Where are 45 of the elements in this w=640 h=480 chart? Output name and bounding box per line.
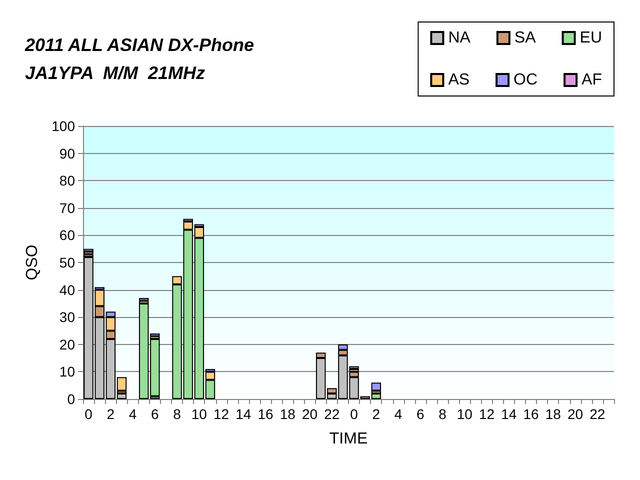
x-tick-label: 0 bbox=[350, 406, 358, 422]
x-tick-label: 12 bbox=[213, 406, 230, 422]
y-axis-title: QSO bbox=[24, 244, 42, 280]
x-tick-label: 14 bbox=[501, 406, 517, 422]
y-tick-label: 60 bbox=[59, 227, 76, 244]
x-tick-label: 10 bbox=[456, 406, 473, 422]
y-tick-label: 90 bbox=[59, 145, 76, 162]
x-tick-label: 20 bbox=[302, 406, 318, 422]
x-tick-label: 22 bbox=[590, 406, 606, 422]
x-tick-label: 18 bbox=[545, 406, 562, 422]
x-axis-title: TIME bbox=[329, 430, 368, 448]
y-tick-label: 40 bbox=[59, 282, 76, 298]
x-tick-label: 4 bbox=[394, 406, 402, 422]
y-tick-label: 70 bbox=[59, 200, 76, 216]
y-tick-label: 80 bbox=[59, 172, 76, 189]
y-tick-label: 10 bbox=[59, 364, 76, 380]
x-tick-label: 6 bbox=[151, 406, 160, 422]
x-tick-label: 6 bbox=[416, 406, 425, 422]
x-tick-label: 2 bbox=[106, 406, 115, 422]
x-tick-label: 4 bbox=[128, 406, 137, 422]
x-tick-label: 14 bbox=[236, 406, 252, 422]
y-tick-label: 50 bbox=[59, 254, 76, 270]
legend-label: OC bbox=[514, 72, 538, 88]
chart-title: 2011 ALL ASIAN DX-Phone JA1YPA M/M 21MHz bbox=[24, 35, 254, 83]
x-tick-label: 8 bbox=[173, 406, 182, 422]
y-tick-label: 0 bbox=[67, 391, 76, 407]
legend-label: AF bbox=[582, 72, 602, 88]
y-tick-label: 20 bbox=[59, 336, 76, 352]
x-tick-label: 12 bbox=[478, 406, 495, 422]
x-tick-label: 0 bbox=[84, 406, 93, 422]
x-tick-label: 22 bbox=[324, 406, 340, 422]
bar bbox=[371, 382, 382, 391]
y-tick-label: 100 bbox=[52, 118, 76, 134]
x-tick-label: 20 bbox=[567, 406, 584, 422]
legend-label: NA bbox=[448, 30, 471, 46]
x-tick-label: 2 bbox=[372, 406, 380, 422]
x-tick-label: 16 bbox=[523, 406, 540, 422]
legend-label: EU bbox=[580, 30, 602, 46]
y-tick-label: 30 bbox=[59, 309, 76, 326]
x-tick-label: 8 bbox=[438, 406, 447, 422]
legend-label: SA bbox=[514, 30, 536, 46]
legend-label: AS bbox=[448, 72, 470, 88]
x-tick-label: 18 bbox=[280, 406, 296, 422]
x-tick-label: 10 bbox=[191, 406, 208, 422]
x-tick-label: 16 bbox=[258, 406, 274, 422]
